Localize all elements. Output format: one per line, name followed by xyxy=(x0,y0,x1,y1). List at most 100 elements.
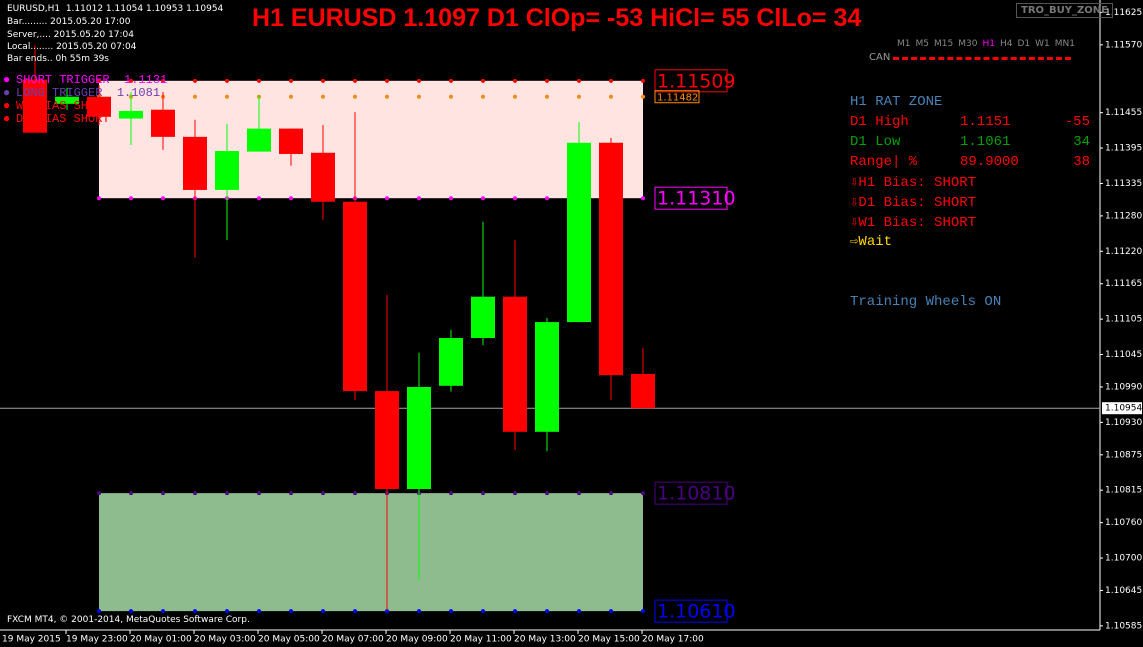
y-tick-label: 1.11105 xyxy=(1105,315,1142,325)
panel-cell: 1.1151 xyxy=(960,114,1011,130)
level-dot xyxy=(481,78,485,83)
timeframe[interactable]: W1 xyxy=(1035,39,1050,49)
y-tick-label: 1.11045 xyxy=(1105,350,1142,360)
legend-entry: W1 BIAS SHORT xyxy=(3,100,110,114)
y-tick-label: 1.10930 xyxy=(1105,418,1142,428)
legend-entry: SHORT TRIGGER 1.1131 xyxy=(3,74,167,88)
level-dot xyxy=(257,196,261,201)
timeframe[interactable]: D1 xyxy=(1017,39,1031,49)
level-dot xyxy=(321,491,325,496)
level-dot xyxy=(545,94,549,99)
level-dot xyxy=(161,491,165,496)
level-dot xyxy=(641,94,645,99)
level-dot xyxy=(609,94,613,99)
bias-line: ⇩H1 Bias: SHORT xyxy=(850,175,977,191)
level-dot xyxy=(129,491,133,496)
y-tick-label: 1.11220 xyxy=(1105,247,1142,257)
level-dot xyxy=(353,94,357,99)
panel-title: H1 RAT ZONE xyxy=(850,94,943,110)
level-dot xyxy=(97,609,101,614)
level-dot xyxy=(609,78,613,83)
level-dot xyxy=(385,609,389,614)
level-dot xyxy=(129,196,133,201)
level-dot xyxy=(161,609,165,614)
candle-body xyxy=(311,152,335,202)
y-tick-label: 1.10990 xyxy=(1105,382,1142,392)
y-tick-label: 1.11335 xyxy=(1105,179,1142,189)
level-dot xyxy=(545,78,549,83)
y-tick-label: 1.10645 xyxy=(1105,586,1142,596)
x-tick-label: 20 May 03:00 xyxy=(194,635,256,645)
level-dot xyxy=(385,94,389,99)
level-dot xyxy=(353,78,357,83)
timeframe[interactable]: H4 xyxy=(999,39,1013,49)
level-dot xyxy=(353,609,357,614)
level-dot xyxy=(545,491,549,496)
x-tick-label: 20 May 17:00 xyxy=(642,635,704,645)
candle-body xyxy=(151,109,175,137)
timeframe[interactable]: M15 xyxy=(934,39,954,49)
level-dot xyxy=(481,94,485,99)
level-dot xyxy=(321,609,325,614)
info-line: EURUSD,H1 1.11012 1.11054 1.10953 1.1095… xyxy=(7,4,224,14)
x-tick-label: 20 May 15:00 xyxy=(578,635,640,645)
timeframe[interactable]: M1 xyxy=(897,39,911,49)
level-dot xyxy=(385,196,389,201)
level-dot xyxy=(385,78,389,83)
level-dot xyxy=(321,78,325,83)
bias-line: ⇩D1 Bias: SHORT xyxy=(850,195,977,211)
zone xyxy=(99,80,643,199)
timeframe[interactable]: H1 xyxy=(982,39,995,49)
level-dot xyxy=(513,78,517,83)
level-dot xyxy=(129,609,133,614)
y-tick-label: 1.10875 xyxy=(1105,450,1142,460)
level-dot xyxy=(289,491,293,496)
y-tick-label: 1.10585 xyxy=(1105,621,1142,631)
candle-body xyxy=(535,322,559,432)
level-box xyxy=(654,69,728,93)
timeframe[interactable]: M5 xyxy=(915,39,930,49)
panel-cell: 1.1061 xyxy=(960,134,1011,150)
level-dot xyxy=(577,94,581,99)
level-dot xyxy=(545,609,549,614)
timeframe[interactable]: M30 xyxy=(958,39,978,49)
candle-body xyxy=(631,373,655,409)
level-dot xyxy=(609,609,613,614)
level-dot xyxy=(577,491,581,496)
level-dot xyxy=(513,609,517,614)
level-dot xyxy=(513,491,517,496)
level-box xyxy=(654,90,700,104)
info-line: Local........ 2015.05.20 07:04 xyxy=(7,42,137,52)
price-label: 1.10954 xyxy=(1105,404,1142,414)
level-box xyxy=(654,186,728,210)
level-label: 1.11310 xyxy=(657,188,736,210)
level-dot xyxy=(641,491,645,496)
level-box xyxy=(654,599,728,623)
level-dot xyxy=(225,609,229,614)
level-label: 1.10810 xyxy=(657,483,736,505)
level-dot xyxy=(449,94,453,99)
level-dot xyxy=(225,78,229,83)
level-dot xyxy=(193,78,197,83)
level-dot xyxy=(641,78,645,83)
level-dot xyxy=(513,196,517,201)
level-dot xyxy=(481,491,485,496)
level-dot xyxy=(193,94,197,99)
level-dot xyxy=(449,78,453,83)
y-tick-label: 1.10700 xyxy=(1105,554,1142,564)
legend-entry: D1 BIAS SHORT xyxy=(3,113,110,127)
level-dot xyxy=(481,196,485,201)
candle-body xyxy=(407,386,431,490)
y-tick-label: 1.11570 xyxy=(1105,40,1142,50)
level-label: 1.11482 xyxy=(657,93,698,104)
level-dot xyxy=(577,78,581,83)
timeframe[interactable]: MN1 xyxy=(1054,39,1075,49)
info-line: Bar ends.. 0h 55m 39s xyxy=(7,54,109,64)
x-tick-label: 20 May 09:00 xyxy=(386,635,448,645)
info-line: Bar......... 2015.05.20 17:00 xyxy=(7,17,131,27)
chart-title: H1 EURUSD 1.1097 D1 ClOp= -53 HiCl= 55 C… xyxy=(252,4,862,32)
bias-line: ⇩W1 Bias: SHORT xyxy=(850,215,977,231)
level-dot xyxy=(289,196,293,201)
x-tick-label: 20 May 01:00 xyxy=(130,635,192,645)
